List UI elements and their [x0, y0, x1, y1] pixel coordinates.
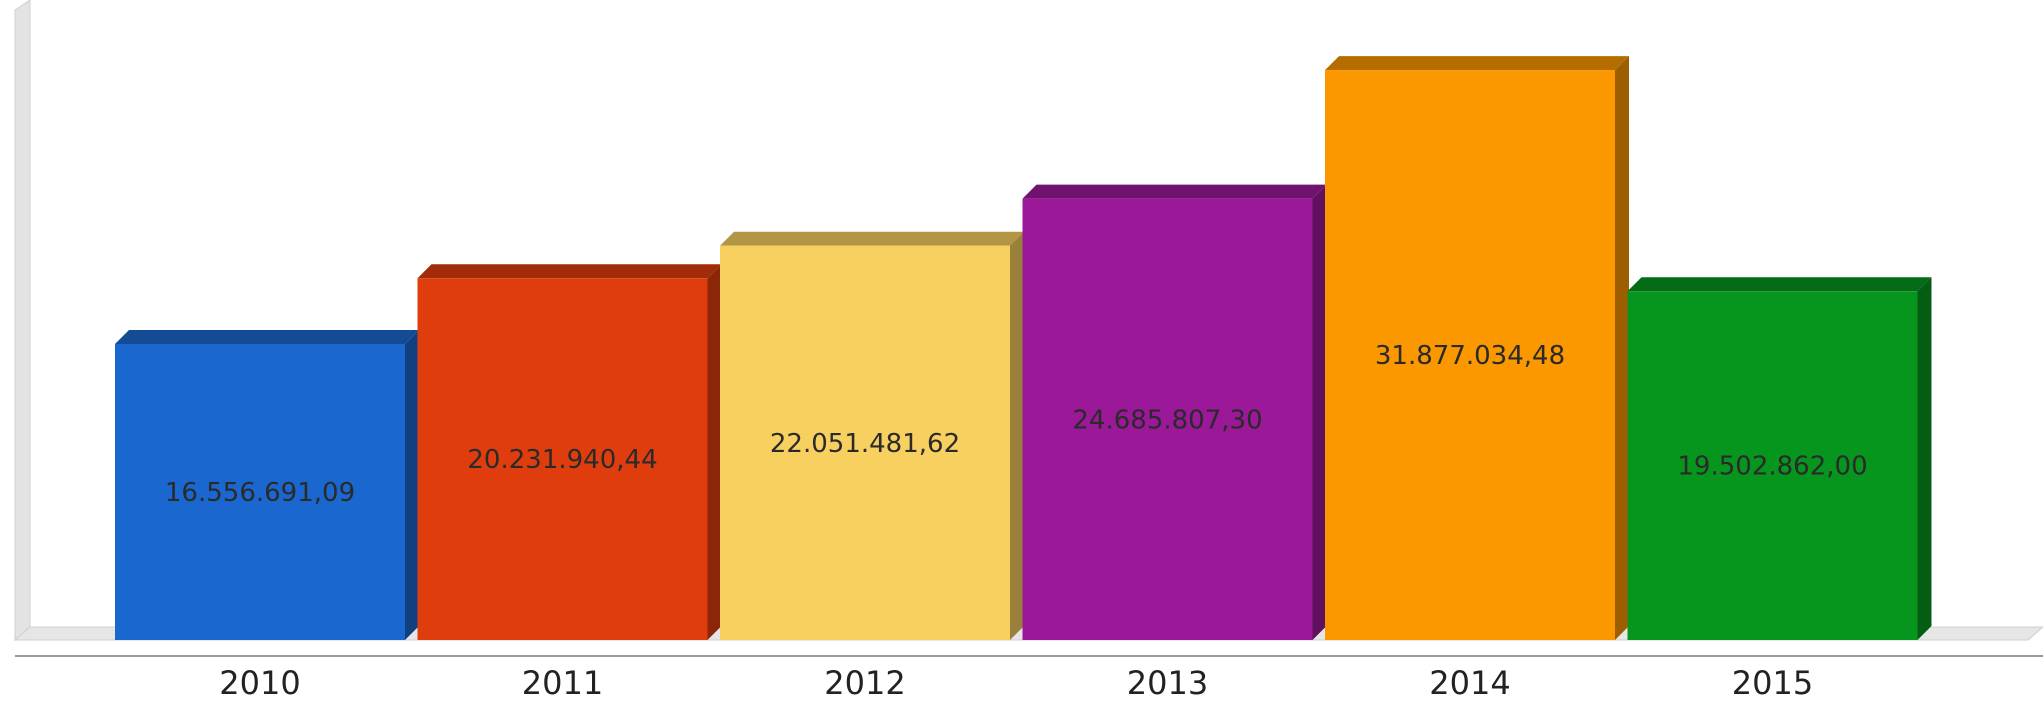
bar-2010[interactable]: [115, 343, 405, 640]
chart-back-wall: [14, 0, 31, 642]
bar-value-label-2012: 22.051.481,62: [770, 429, 960, 459]
bar-2013[interactable]: [1022, 198, 1313, 640]
bar-top-2014: [1325, 56, 1629, 71]
x-tick-label-2010: 2010: [219, 664, 300, 702]
labels-layer: 16.556.691,09 2010 20.231.940,44 2011 22.051…: [165, 341, 1868, 702]
bar-value-label-2011: 20.231.940,44: [467, 445, 657, 475]
bar-top-2012: [720, 231, 1024, 246]
bar-side-2013: [1312, 184, 1327, 640]
bar-side-2011: [707, 264, 722, 640]
bar-top-2013: [1022, 184, 1327, 199]
bar-side-2014: [1615, 56, 1629, 640]
bar-side-2010: [405, 329, 419, 640]
bar-value-label-2013: 24.685.807,30: [1072, 405, 1262, 435]
x-tick-label-2012: 2012: [824, 664, 905, 702]
bar-value-label-2015: 19.502.862,00: [1677, 452, 1867, 482]
x-tick-label-2013: 2013: [1127, 664, 1208, 702]
bar-2011[interactable]: [417, 278, 708, 640]
bar-top-2010: [115, 329, 419, 344]
bar-side-2012: [1010, 231, 1024, 641]
bar-2014[interactable]: [1325, 70, 1615, 640]
bar-top-2011: [417, 264, 722, 279]
bars-layer: [115, 56, 1932, 641]
bar-top-2015: [1627, 277, 1932, 292]
x-tick-label-2015: 2015: [1732, 664, 1813, 702]
bar-value-label-2014: 31.877.034,48: [1375, 341, 1565, 371]
x-tick-label-2014: 2014: [1429, 664, 1510, 702]
bar-value-label-2010: 16.556.691,09: [165, 478, 355, 508]
bar-2012[interactable]: [720, 245, 1010, 641]
x-tick-label-2011: 2011: [522, 664, 603, 702]
bar-2015[interactable]: [1627, 291, 1918, 640]
bar-side-2015: [1917, 277, 1932, 640]
